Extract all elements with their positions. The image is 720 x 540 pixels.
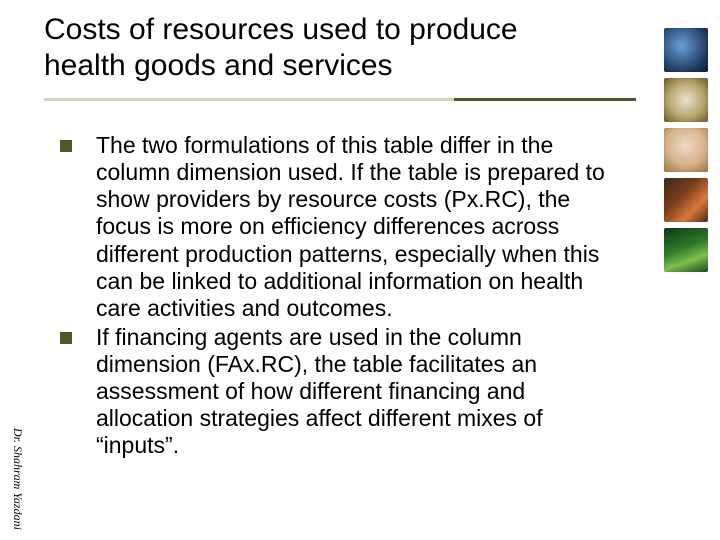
bullet-text: If financing agents are used in the colu… — [96, 324, 620, 460]
bullet-text: The two formulations of this table diffe… — [96, 132, 620, 322]
thumbnail-4 — [664, 178, 708, 222]
thumbnail-5 — [664, 228, 708, 272]
bullet-square-icon — [60, 332, 72, 344]
thumbnail-3 — [664, 128, 708, 172]
body-text: The two formulations of this table diffe… — [60, 132, 620, 462]
slide: Costs of resources used to produce healt… — [0, 0, 720, 540]
bullet-item: The two formulations of this table diffe… — [60, 132, 620, 322]
thumbnail-strip — [664, 28, 712, 278]
author-footer: Dr. Shahram Yazdani — [10, 428, 25, 530]
bullet-square-icon — [60, 140, 72, 152]
underline-dark — [454, 98, 636, 101]
thumbnail-2 — [664, 78, 708, 122]
title-underline — [44, 98, 636, 103]
underline-light — [44, 98, 454, 101]
bullet-item: If financing agents are used in the colu… — [60, 324, 620, 460]
slide-title: Costs of resources used to produce healt… — [44, 12, 604, 84]
thumbnail-1 — [664, 28, 708, 72]
